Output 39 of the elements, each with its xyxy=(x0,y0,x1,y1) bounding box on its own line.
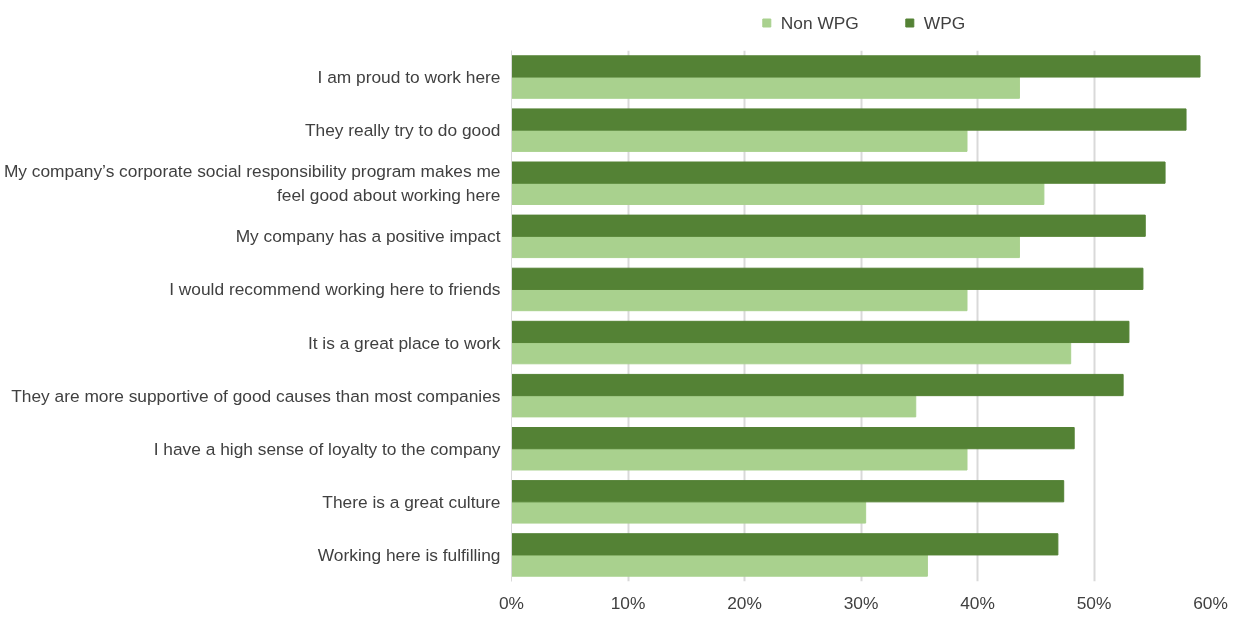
y-tick-label: They are more supportive of good causes than most companies xyxy=(11,385,501,406)
bar xyxy=(511,554,928,577)
y-tick-label: My company’s corporate social responsibility program makes me feel good about working here xyxy=(3,161,501,206)
legend-label: WPG xyxy=(923,12,966,33)
x-tick-label: 40% xyxy=(960,592,995,613)
y-tick-label: I have a high sense of loyalty to the company xyxy=(153,438,501,459)
y-tick-label: There is a great culture xyxy=(322,491,501,512)
bar xyxy=(511,395,917,418)
bar xyxy=(511,373,1124,397)
x-tick-label: 10% xyxy=(610,592,646,613)
bar xyxy=(511,320,1130,344)
bar xyxy=(511,267,1144,290)
x-tick-label: 60% xyxy=(1193,592,1228,613)
bar xyxy=(511,342,1072,365)
x-tick-label: 30% xyxy=(843,592,879,613)
bar xyxy=(511,427,1075,450)
x-tick-label: 0% xyxy=(498,592,525,613)
y-tick-label: I would recommend working here to friends xyxy=(169,279,501,300)
bar xyxy=(511,533,1059,556)
x-tick-label: 50% xyxy=(1076,592,1112,613)
bar xyxy=(511,108,1187,131)
y-tick-label: My company has a positive impact xyxy=(235,226,501,247)
bar xyxy=(511,76,1020,99)
x-tick-label: 20% xyxy=(727,592,762,613)
legend-label: Non WPG xyxy=(780,12,859,33)
y-tick-label: It is a great place to work xyxy=(307,332,501,353)
bar xyxy=(511,501,867,524)
bar xyxy=(511,235,1020,259)
bar xyxy=(511,55,1201,78)
bar xyxy=(511,182,1045,205)
y-tick-label: I am proud to work here xyxy=(317,67,501,88)
bar xyxy=(511,288,968,312)
bar xyxy=(511,161,1166,184)
bar xyxy=(511,214,1146,237)
y-tick-label: They really try to do good xyxy=(304,120,501,141)
bar xyxy=(511,480,1065,503)
y-tick-label: Working here is fulfilling xyxy=(317,544,501,565)
bar xyxy=(511,448,968,471)
bar xyxy=(511,129,968,152)
